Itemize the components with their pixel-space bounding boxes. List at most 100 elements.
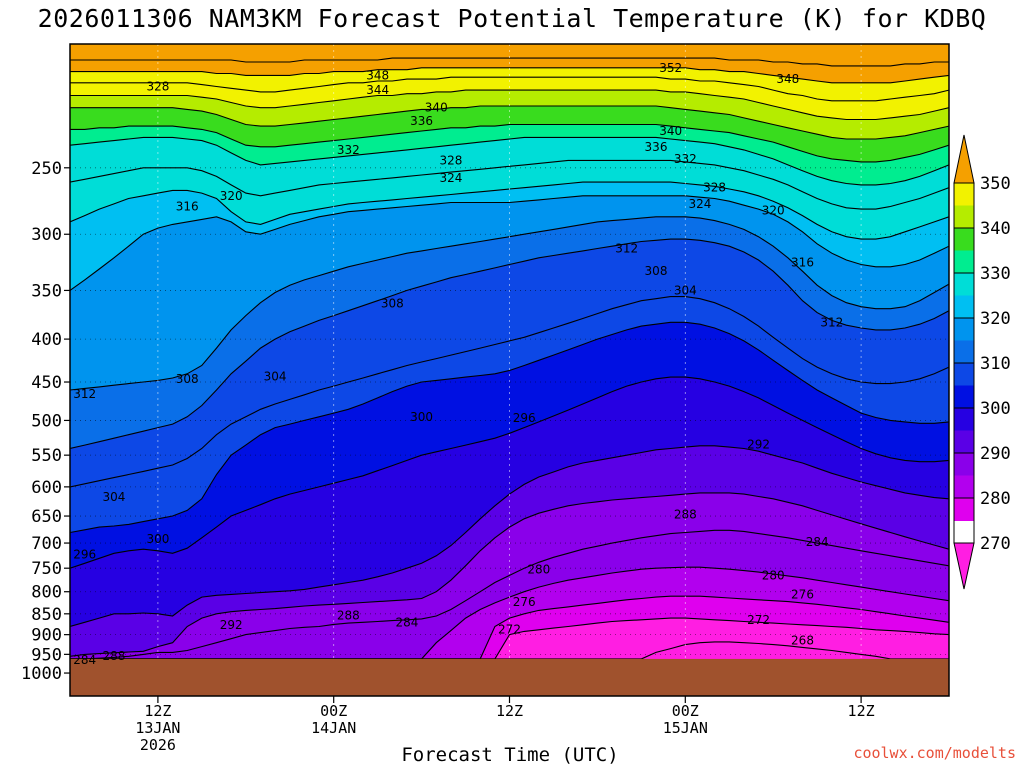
y-tick-label: 850 [31, 605, 62, 625]
isentrope-352 [70, 57, 949, 67]
contour-label: 336 [410, 114, 433, 128]
x-tick-label: 2026 [140, 736, 176, 754]
colorbar-band [954, 340, 974, 364]
y-tick-label: 450 [31, 373, 62, 393]
contour-label: 296 [73, 547, 96, 561]
colorbar-band [954, 295, 974, 319]
contour-label: 328 [146, 79, 169, 93]
contour-label: 344 [366, 83, 389, 97]
contour-label: 320 [762, 203, 785, 217]
contour-label: 308 [176, 372, 199, 386]
colorbar-top-arrow [953, 134, 975, 184]
colorbar-label: 310 [980, 354, 1011, 374]
colorbar-label: 330 [980, 264, 1011, 284]
contour-label: 312 [73, 387, 96, 401]
contour-label: 316 [791, 255, 814, 269]
isentrope-340 [70, 89, 949, 121]
isentrope-332 [70, 123, 949, 163]
contour-label: 332 [674, 152, 697, 166]
contour-label: 308 [381, 297, 404, 311]
contour-label: 292 [220, 618, 243, 632]
colorbar-band [954, 273, 974, 296]
colorbar-band [954, 205, 974, 229]
isentrope-304 [70, 296, 949, 488]
x-tick-label: 00Z [320, 702, 347, 720]
contour-label: 284 [395, 615, 418, 629]
colorbar-label: 350 [980, 174, 1011, 194]
isentrope-300 [70, 321, 949, 534]
contour-label: 300 [410, 410, 433, 424]
colorbar-bottom-arrow [953, 542, 975, 590]
y-tick-label: 900 [31, 626, 62, 646]
contour-label: 276 [513, 595, 536, 609]
contour-label: 336 [645, 140, 668, 154]
isentrope-328 [70, 136, 949, 186]
contour-label: 288 [102, 649, 125, 663]
x-tick-label: 12Z [496, 702, 523, 720]
contour-label: 348 [366, 68, 389, 82]
colorbar-label: 300 [980, 399, 1011, 419]
x-tick-label: 15JAN [663, 719, 708, 737]
contour-label: 304 [264, 369, 287, 383]
colorbar-label: 280 [980, 489, 1011, 509]
x-tick-label: 00Z [672, 702, 699, 720]
contour-label: 292 [747, 437, 770, 451]
colorbar-band [954, 385, 974, 409]
contour-label: 296 [513, 411, 536, 425]
contour-label: 276 [791, 587, 814, 601]
colorbar-band [954, 318, 974, 341]
contour-label: 320 [220, 189, 243, 203]
isentrope-348 [70, 67, 949, 84]
contour-label: 288 [674, 507, 697, 521]
y-tick-label: 350 [31, 281, 62, 301]
y-tick-label: 500 [31, 411, 62, 431]
y-tick-label: 400 [31, 330, 62, 350]
credit-link[interactable]: coolwx.com/modelts [853, 744, 1016, 762]
contour-label-layer: 3483523483443403403363363323323283283283… [73, 61, 843, 667]
colorbar-label: 270 [980, 534, 1011, 554]
colorbar-label: 290 [980, 444, 1011, 464]
x-axis-title: Forecast Time (UTC) [401, 744, 619, 766]
y-tick-label: 750 [31, 559, 62, 579]
fill-theta-352 [70, 44, 949, 66]
chart-title: 2026011306 NAM3KM Forecast Potential Tem… [37, 4, 987, 33]
y-tick-label: 1000 [21, 664, 62, 684]
colorbar-band [954, 363, 974, 386]
x-tick-label: 13JAN [135, 719, 180, 737]
contour-label: 312 [820, 315, 843, 329]
isentrope-layer [70, 57, 949, 660]
colorbar-band [954, 430, 974, 454]
y-tick-label: 250 [31, 159, 62, 179]
contour-label: 304 [674, 283, 697, 297]
contour-label: 316 [176, 199, 199, 213]
isentrope-324 [70, 159, 949, 210]
isentrope-308 [70, 238, 949, 450]
isentrope-288 [70, 492, 949, 657]
y-tick-label: 550 [31, 446, 62, 466]
y-tick-label: 650 [31, 507, 62, 527]
colorbar-label: 320 [980, 309, 1011, 329]
colorbar-band [954, 250, 974, 274]
ground-surface [70, 658, 949, 696]
contour-label: 272 [747, 613, 770, 627]
contour-label: 340 [659, 124, 682, 138]
colorbar-band [954, 475, 974, 499]
contour-label: 280 [762, 568, 785, 582]
contour-label: 280 [527, 563, 550, 577]
isentrope-296 [70, 376, 949, 569]
isentrope-344 [70, 76, 949, 102]
y-axis: 2503003504004505005506006507007508008509… [21, 159, 70, 684]
y-tick-label: 700 [31, 534, 62, 554]
x-tick-label: 12Z [144, 702, 171, 720]
contour-label: 352 [659, 61, 682, 75]
grid-layer [70, 44, 949, 696]
colorbar-band [954, 228, 974, 251]
contour-label: 328 [439, 153, 462, 167]
y-tick-label: 950 [31, 645, 62, 665]
contour-label: 328 [703, 181, 726, 195]
y-tick-label: 800 [31, 583, 62, 603]
colorbar-band [954, 408, 974, 431]
colorbar-label: 340 [980, 219, 1011, 239]
